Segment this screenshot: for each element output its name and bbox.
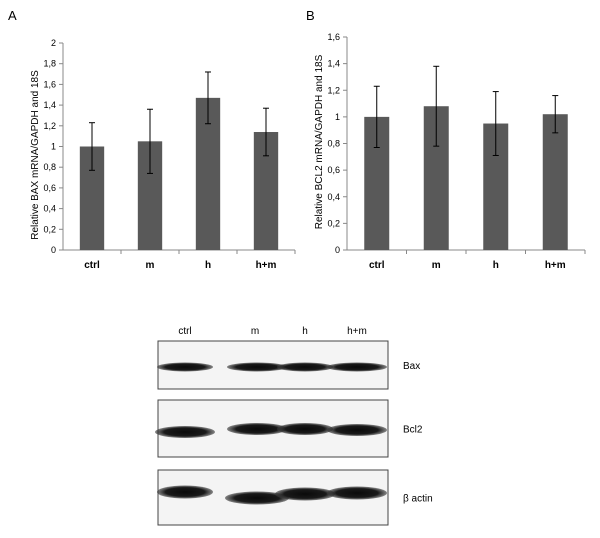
category-label-a: h bbox=[205, 260, 211, 271]
y-tick-label-b: 1,6 bbox=[327, 32, 340, 42]
y-tick-label-b: 1 bbox=[335, 112, 340, 122]
y-tick-label-b: 0,4 bbox=[327, 192, 340, 202]
band-label: Bax bbox=[403, 361, 420, 372]
lane-label: ctrl bbox=[178, 326, 191, 337]
band bbox=[277, 423, 333, 435]
y-tick-label-a: 0,6 bbox=[43, 183, 56, 193]
category-label-b: h bbox=[493, 260, 499, 271]
chart-b: B Relative BCL2 mRNA/GAPDH and 18S 0 0,2 0… bbox=[306, 8, 586, 271]
band-label: β actin bbox=[403, 494, 433, 505]
y-tick-label-a: 1,6 bbox=[43, 79, 56, 89]
y-tick-label-a: 0 bbox=[51, 245, 56, 255]
y-tick-label-a: 2 bbox=[51, 38, 56, 48]
y-tick-label-a: 0,8 bbox=[43, 162, 56, 172]
category-label-b: m bbox=[432, 260, 441, 271]
category-label-a: ctrl bbox=[84, 260, 100, 271]
lane-label: h bbox=[302, 326, 308, 337]
category-label-b: h+m bbox=[545, 260, 566, 271]
y-tick-label-a: 1,4 bbox=[43, 100, 56, 110]
band bbox=[157, 362, 213, 372]
band bbox=[327, 362, 387, 372]
y-axis-label-a: Relative BAX mRNA/GAPDH and 18S bbox=[30, 70, 41, 240]
y-tick-label-b: 0,2 bbox=[327, 218, 340, 228]
y-tick-label-b: 0,6 bbox=[327, 165, 340, 175]
chart-a: A Relative BAX mRNA/GAPDH and 18S 0 0,2 0,… bbox=[8, 8, 296, 271]
category-label-b: ctrl bbox=[369, 260, 385, 271]
panel-letter-b: B bbox=[306, 8, 315, 23]
y-tick-label-a: 1,2 bbox=[43, 121, 56, 131]
band bbox=[157, 485, 213, 499]
y-tick-label-b: 0,8 bbox=[327, 139, 340, 149]
y-tick-label-b: 1,2 bbox=[327, 85, 340, 95]
band-label: Bcl2 bbox=[403, 425, 423, 436]
lane-label: h+m bbox=[347, 326, 367, 337]
y-tick-label-a: 0,2 bbox=[43, 224, 56, 234]
band bbox=[275, 487, 335, 501]
band bbox=[225, 491, 289, 505]
band bbox=[327, 424, 387, 436]
lane-label: m bbox=[251, 326, 259, 337]
y-tick-label-b: 1,4 bbox=[327, 59, 340, 69]
band bbox=[327, 486, 387, 500]
y-tick-label-a: 1 bbox=[51, 142, 56, 152]
western-blot: ctrl m h h+m Bax Bcl2 β actin bbox=[155, 326, 433, 526]
panel-letter-a: A bbox=[8, 8, 17, 23]
band bbox=[155, 426, 215, 438]
category-label-a: m bbox=[146, 260, 155, 271]
y-tick-label-a: 1,8 bbox=[43, 59, 56, 69]
y-tick-label-b: 0 bbox=[335, 245, 340, 255]
category-label-a: h+m bbox=[256, 260, 277, 271]
band bbox=[227, 423, 287, 435]
bar-b-h+m bbox=[542, 114, 568, 251]
band bbox=[277, 362, 333, 372]
y-tick-label-a: 0,4 bbox=[43, 204, 56, 214]
band bbox=[227, 362, 287, 372]
y-axis-label-b: Relative BCL2 mRNA/GAPDH and 18S bbox=[314, 54, 325, 229]
